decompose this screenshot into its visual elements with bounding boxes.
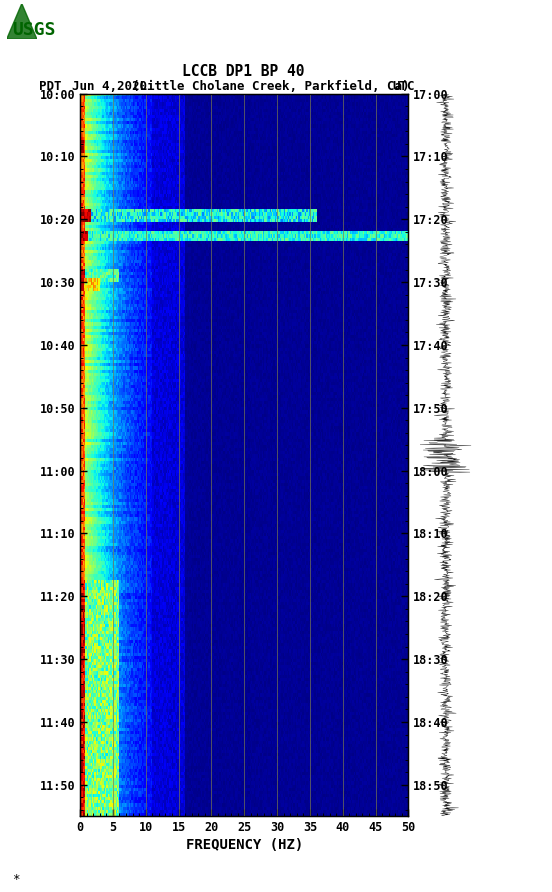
Text: (Little Cholane Creek, Parkfield, Ca): (Little Cholane Creek, Parkfield, Ca) xyxy=(132,80,410,93)
Text: UTC: UTC xyxy=(392,80,415,93)
Polygon shape xyxy=(7,4,37,39)
Text: PDT: PDT xyxy=(39,80,61,93)
Text: USGS: USGS xyxy=(12,21,56,39)
Text: LCCB DP1 BP 40: LCCB DP1 BP 40 xyxy=(182,64,304,78)
X-axis label: FREQUENCY (HZ): FREQUENCY (HZ) xyxy=(185,838,303,852)
Text: Jun 4,2020: Jun 4,2020 xyxy=(72,80,147,93)
Text: *: * xyxy=(12,873,20,886)
